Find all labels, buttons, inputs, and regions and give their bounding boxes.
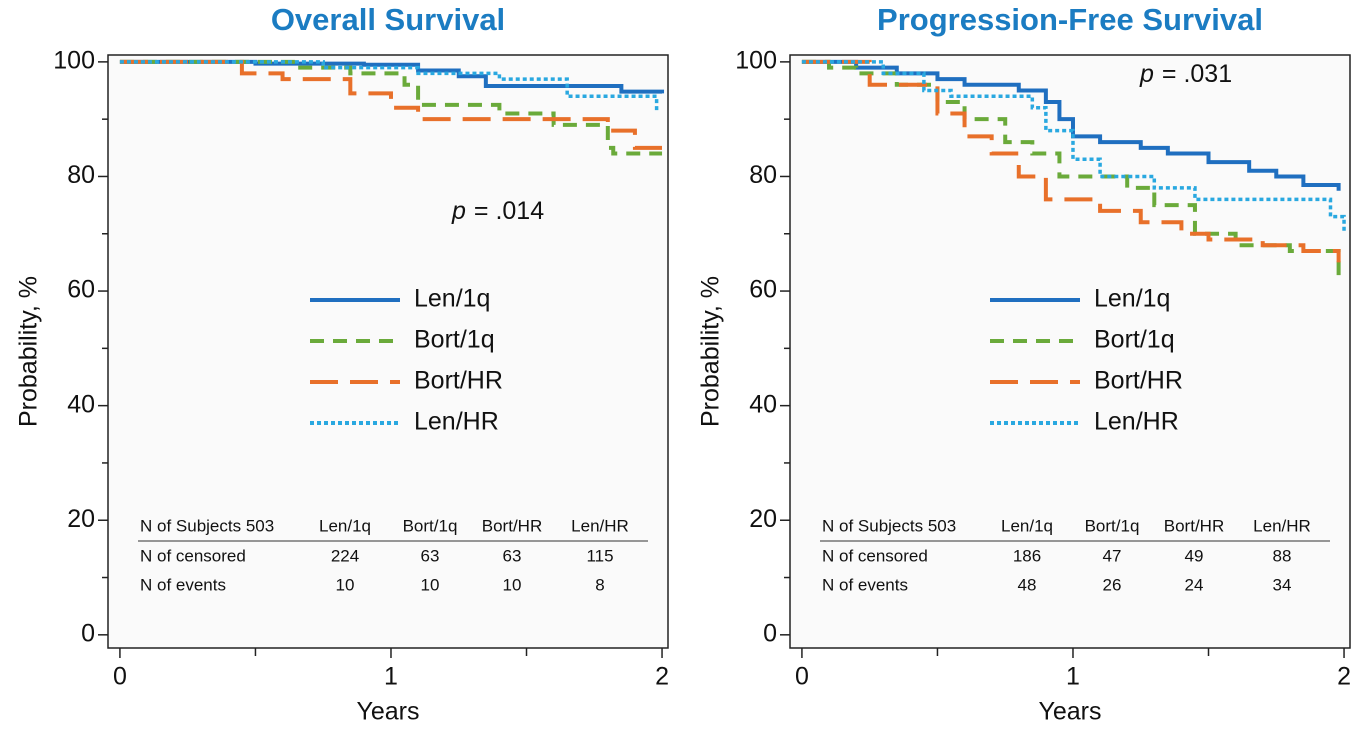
x-tick-label: 0 [795,663,809,691]
y-tick-label: 60 [749,276,777,304]
legend-label: Len/HR [414,408,499,436]
table-cell: 10 [503,575,522,594]
table-cell: 186 [1013,546,1041,565]
table-header: Bort/HR [482,516,542,535]
legend-label: Bort/HR [414,367,503,395]
table-cell: 47 [1103,546,1122,565]
p-text: = .014 [474,197,544,225]
y-tick-label: 100 [53,46,95,74]
x-axis-label: Years [356,698,419,726]
y-tick-label: 0 [763,619,777,647]
table-cell: 34 [1273,575,1292,594]
chart: Progression-Free Survival Years Probabilit… [697,2,1351,725]
x-tick-label: 2 [1337,663,1351,691]
table-header: N of Subjects 503 [822,516,956,535]
table-cell: 26 [1103,575,1122,594]
legend-label: Len/HR [1094,408,1179,436]
x-axis-label: Years [1038,698,1101,726]
legend-label: Bort/1q [1094,326,1175,354]
chart-title: Progression-Free Survival [877,2,1263,37]
table-cell: N of events [140,575,226,594]
table-header: Bort/1q [403,516,458,535]
legend-label: Len/1q [1094,285,1170,313]
survival-curve [119,59,663,150]
chart-title: Overall Survival [271,2,505,37]
table-header: Len/1q [319,516,371,535]
y-tick-label: 100 [735,46,777,74]
table-cell: 115 [586,546,613,565]
x-tick-label: 0 [113,663,127,691]
table-cell: N of censored [822,546,928,565]
table-header: Len/HR [571,516,629,535]
y-tick-label: 20 [67,505,95,533]
y-tick-label: 80 [749,161,777,189]
y-axis-label: Probability, % [697,276,725,427]
survival-curve [119,60,659,111]
table-cell: 224 [331,546,359,565]
table-cell: 48 [1018,575,1037,594]
table-header: Bort/HR [1164,516,1224,535]
table-cell: 63 [503,546,522,565]
legend-label: Bort/HR [1094,367,1183,395]
y-tick-label: 60 [67,276,95,304]
legend-label: Bort/1q [414,326,495,354]
y-tick-label: 0 [81,619,95,647]
p-symbol: p [1139,60,1154,88]
p-symbol: p [451,197,466,225]
table-header: Len/HR [1253,516,1311,535]
y-tick-label: 80 [67,161,95,189]
table-cell: 24 [1185,575,1204,594]
x-tick-label: 1 [384,663,398,691]
survival-curve [801,60,1346,234]
table-cell: 10 [421,575,440,594]
x-tick-label: 1 [1066,663,1080,691]
table-cell: N of events [822,575,908,594]
p-value: p = .031 [1139,60,1232,88]
y-tick-label: 20 [749,505,777,533]
x-tick-label: 2 [655,663,669,691]
table-cell: 10 [336,575,355,594]
plot-area [789,54,1351,649]
p-value: p = .014 [451,197,544,225]
legend-label: Len/1q [414,285,490,313]
y-tick-label: 40 [67,390,95,418]
p-text: = .031 [1162,60,1232,88]
survival-curve [119,59,663,156]
y-axis-label: Probability, % [15,276,43,427]
table-cell: 49 [1185,546,1204,565]
plot-area [107,54,669,649]
table-header: N of Subjects 503 [140,516,274,535]
table-cell: 8 [595,575,604,594]
survival-curve [801,59,1341,263]
table-cell: 63 [421,546,440,565]
table-header: Bort/1q [1085,516,1140,535]
y-tick-label: 40 [749,390,777,418]
table-cell: N of censored [140,546,246,565]
table-header: Len/1q [1001,516,1053,535]
table-cell: 88 [1273,546,1292,565]
